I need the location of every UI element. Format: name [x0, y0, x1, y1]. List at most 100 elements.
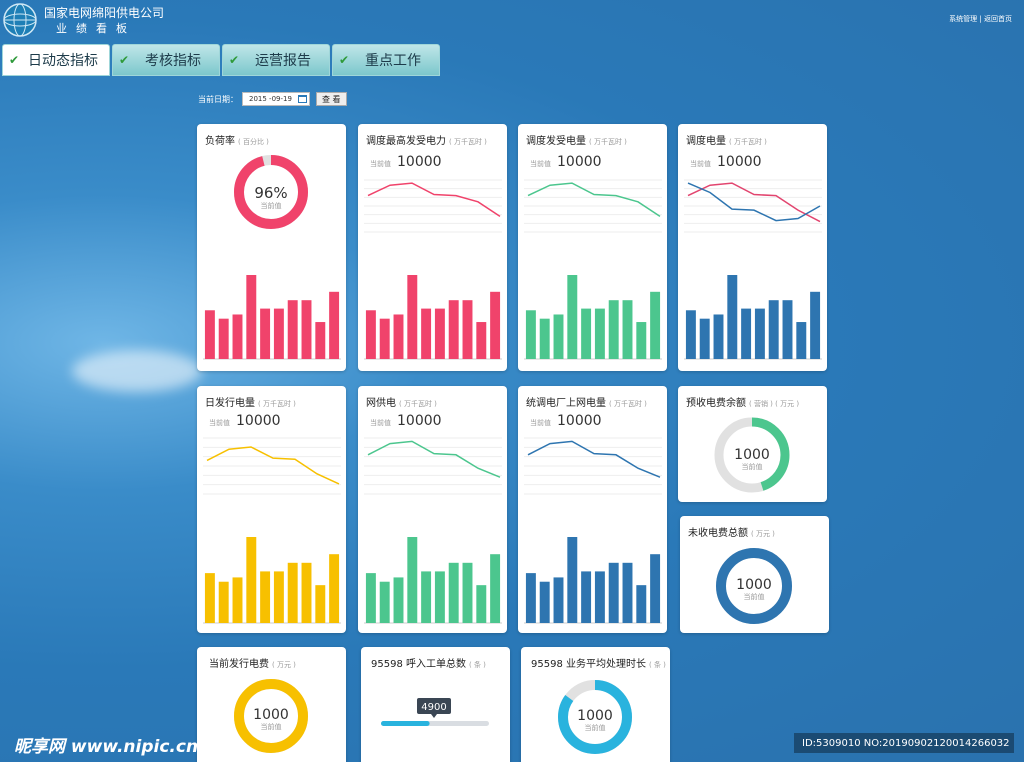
home-link[interactable]: 返回首页 — [984, 15, 1012, 23]
current-value-row: 当前值 10000 — [209, 413, 281, 429]
bar — [525, 573, 536, 623]
bar — [246, 275, 257, 359]
link-separator: | — [979, 15, 982, 23]
date-bar: 当前日期： 2015 -09-19 查 看 — [198, 92, 347, 106]
bar — [581, 571, 592, 623]
bar — [622, 562, 633, 623]
current-fee-graphics: 1000 当前值 — [234, 679, 308, 753]
bar — [768, 300, 779, 359]
bar — [260, 571, 271, 623]
card-title: 负荷率( 百分比 ) — [205, 136, 269, 147]
current-value-row: 当前值 10000 — [530, 413, 602, 429]
bar — [490, 554, 501, 623]
cloud-decoration — [72, 350, 202, 392]
card-avg-time: 95598 业务平均处理时长( 条 ) 1000 当前值 — [521, 647, 670, 762]
bar — [407, 275, 418, 359]
gauge-arc — [234, 679, 308, 753]
avg-time-graphics: 1000 当前值 — [558, 680, 632, 754]
gen-energy-graphics — [524, 179, 662, 360]
current-value-row: 当前值 10000 — [690, 154, 762, 170]
system-admin-link[interactable]: 系统管理 — [949, 15, 978, 23]
bar — [594, 571, 605, 623]
gauge-label: 当前值 — [261, 201, 282, 210]
bar — [462, 300, 473, 359]
bar — [476, 585, 487, 623]
globe-logo-icon — [3, 3, 37, 37]
tab-daily-indicators[interactable]: ✔ 日动态指标 — [2, 44, 110, 76]
bar — [273, 308, 284, 359]
card-title: 统调电厂上网电量( 万千瓦时 ) — [526, 398, 647, 409]
gauge-arc — [714, 417, 790, 493]
date-label: 当前日期： — [198, 94, 238, 104]
tab-key-work[interactable]: ✔ 重点工作 — [332, 44, 440, 76]
bar — [699, 318, 710, 359]
gauge-label: 当前值 — [585, 723, 606, 732]
gen-energy-bars — [524, 275, 662, 360]
peak-power-line — [367, 182, 501, 218]
load-rate-bars — [203, 275, 341, 360]
load-rate-graphics: 96% 当前值 — [203, 155, 341, 360]
card-title: 调度电量( 万千瓦时 ) — [686, 136, 767, 147]
bar — [650, 554, 661, 623]
unpaid-gauge — [716, 548, 792, 624]
gauge-value: 96% — [254, 184, 287, 202]
check-icon: ✔ — [9, 53, 20, 67]
current-value-row: 当前值 10000 — [530, 154, 602, 170]
card-title: 当前发行电费( 万元 ) — [209, 659, 296, 670]
peak-power-bars — [364, 275, 502, 360]
check-icon: ✔ — [339, 53, 350, 67]
current-value-row: 当前值 10000 — [370, 154, 442, 170]
bar — [636, 585, 647, 623]
grid-lines — [364, 437, 502, 495]
series-line — [687, 182, 821, 222]
card-peak-power: 调度最高发受电力( 万千瓦时 ) 当前值 10000 — [358, 124, 507, 371]
bar — [393, 314, 404, 359]
current-fee-gauge — [234, 679, 308, 753]
series-line — [367, 440, 501, 478]
bar — [218, 581, 229, 623]
grid-lines — [524, 179, 662, 233]
bar — [315, 322, 326, 359]
bar — [476, 322, 487, 359]
bar — [218, 318, 229, 359]
daily-energy-bars — [203, 537, 341, 624]
grid-supply-graphics — [364, 437, 502, 624]
bar — [301, 300, 312, 359]
bar — [782, 300, 793, 359]
bar — [232, 314, 243, 359]
bar — [594, 308, 605, 359]
watermark-logo: 昵享网 www.nipic.cn — [14, 737, 199, 757]
bar — [713, 314, 724, 359]
bar — [204, 573, 215, 623]
bar — [539, 581, 550, 623]
bar — [365, 310, 376, 359]
check-icon: ✔ — [229, 53, 240, 67]
dispatch-energy-lines — [687, 182, 821, 223]
bar — [273, 571, 284, 623]
plant-grid-bars — [524, 537, 662, 624]
grid-lines — [203, 437, 341, 495]
calendar-icon[interactable] — [298, 95, 307, 103]
tab-assessment[interactable]: ✔ 考核指标 — [112, 44, 220, 76]
top-links: 系统管理 | 返回首页 — [949, 14, 1012, 24]
tab-operation-report[interactable]: ✔ 运营报告 — [222, 44, 330, 76]
bar — [204, 310, 215, 359]
bar — [608, 562, 619, 623]
bar — [379, 318, 390, 359]
card-daily-energy: 日发行电量( 万千瓦时 ) 当前值 10000 — [197, 386, 346, 633]
view-button[interactable]: 查 看 — [316, 92, 347, 106]
bar — [329, 554, 340, 623]
bar — [379, 581, 390, 623]
peak-power-graphics — [364, 179, 502, 360]
prepaid-gauge — [714, 417, 790, 493]
card-title: 预收电费余额( 营销 ) ( 万元 ) — [686, 398, 800, 409]
bar — [462, 562, 473, 623]
date-input[interactable]: 2015 -09-19 — [242, 92, 310, 106]
tab-bar: ✔ 日动态指标 ✔ 考核指标 ✔ 运营报告 ✔ 重点工作 — [2, 44, 442, 76]
bar — [650, 291, 661, 359]
daily-energy-graphics — [203, 437, 341, 624]
bar — [232, 577, 243, 623]
bar — [393, 577, 404, 623]
grid-supply-bars — [364, 537, 502, 624]
series-line — [527, 440, 661, 478]
